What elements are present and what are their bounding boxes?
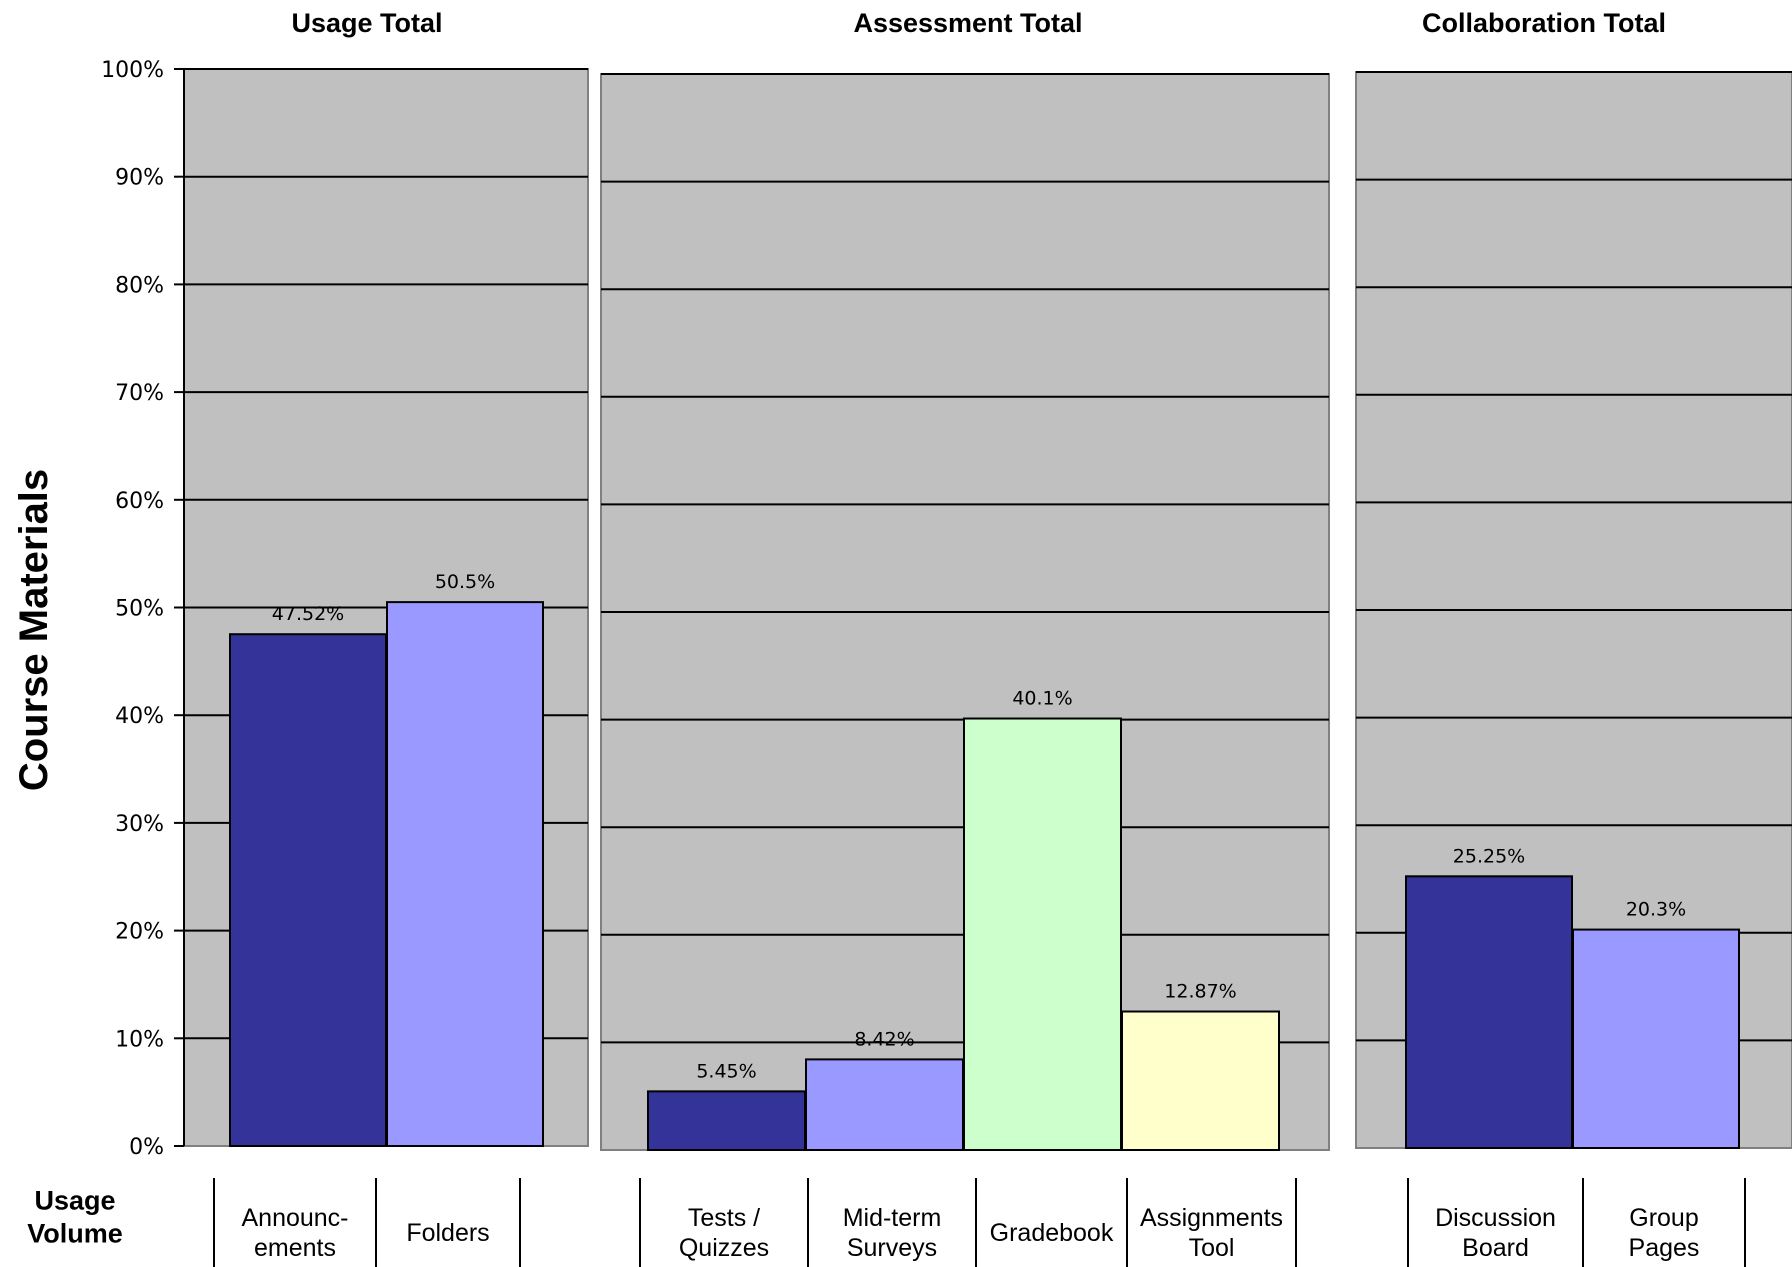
bar (229, 633, 387, 1147)
panel-2: Assessment Total 5.45% 8.42% 40.1% 12.87% (600, 8, 1330, 1152)
bar (963, 717, 1122, 1151)
y-tick-label: 30% (115, 812, 164, 837)
data-label: 5.45% (696, 1060, 756, 1082)
y-tick-label: 10% (115, 1027, 164, 1052)
category-label: Mid-term Surveys (843, 1204, 942, 1262)
category-label: Gradebook (990, 1219, 1114, 1247)
bar (1405, 875, 1573, 1149)
bar (386, 601, 544, 1147)
data-label: 25.25% (1453, 845, 1525, 867)
category-label: Group Pages (1629, 1204, 1700, 1262)
bar (1121, 1010, 1280, 1151)
category-label: Assignments Tool (1140, 1204, 1283, 1262)
category-label: Tests / Quizzes (679, 1204, 769, 1262)
y-tick-label: 0% (129, 1135, 164, 1160)
panel-title: Collaboration Total (1422, 8, 1666, 38)
panel-1: Usage Total 47.52% 50.5% (183, 8, 589, 1147)
category-label: Announc-ements (241, 1204, 348, 1262)
bar (1572, 928, 1740, 1150)
y-tick-label: 70% (115, 381, 164, 406)
category-label: Folders (406, 1219, 489, 1247)
y-tick-label: 60% (115, 489, 164, 514)
category-label: Discussion Board (1435, 1204, 1556, 1262)
y-tick-label: 100% (101, 58, 164, 83)
bar (805, 1058, 964, 1151)
data-label: 8.42% (854, 1028, 914, 1050)
data-label: 47.52% (272, 603, 344, 625)
y-tick-label: 90% (115, 166, 164, 191)
y-axis-title: Course Materials (12, 469, 56, 791)
y-tick-label: 50% (115, 597, 164, 622)
y-tick-label: 40% (115, 704, 164, 729)
panel-title: Usage Total (291, 8, 442, 38)
data-label: 20.3% (1626, 899, 1686, 921)
data-label: 50.5% (435, 571, 495, 593)
data-label: 40.1% (1012, 688, 1072, 710)
bar (647, 1090, 806, 1152)
category-row-label: Usage Volume (27, 1186, 123, 1249)
panel-title: Assessment Total (853, 8, 1082, 38)
panel-3: Collaboration Total 25.25% 20.3% (1355, 8, 1792, 1150)
data-label: 12.87% (1164, 981, 1236, 1003)
y-tick-label: 80% (115, 273, 164, 298)
y-tick-label: 20% (115, 920, 164, 945)
